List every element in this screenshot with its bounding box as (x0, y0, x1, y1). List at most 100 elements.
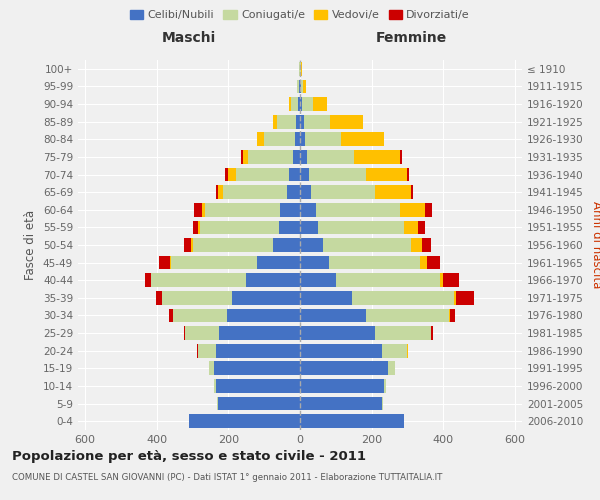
Bar (300, 396, 382, 410)
Bar (302, 80, 306, 94)
Bar (220, 326, 300, 340)
Bar (375, 326, 431, 340)
Bar (216, 379, 300, 393)
Bar (341, 132, 384, 146)
Bar (300, 238, 323, 252)
Bar (427, 256, 440, 270)
Bar (307, 150, 354, 164)
Bar (193, 238, 273, 252)
Bar (214, 379, 216, 393)
Bar (171, 256, 257, 270)
Bar (236, 168, 289, 181)
Bar (300, 150, 307, 164)
Bar (388, 362, 395, 375)
Bar (157, 291, 162, 304)
Bar (273, 238, 300, 252)
Text: Popolazione per età, sesso e stato civile - 2011: Popolazione per età, sesso e stato civil… (12, 450, 366, 463)
Bar (454, 291, 456, 304)
Bar (420, 256, 427, 270)
Bar (227, 308, 300, 322)
Bar (216, 186, 218, 199)
Bar (300, 132, 305, 146)
Bar (184, 326, 185, 340)
Bar (289, 168, 300, 181)
Bar (305, 132, 341, 146)
Bar (248, 150, 293, 164)
Bar (331, 115, 362, 128)
Bar (297, 80, 299, 94)
Bar (411, 186, 413, 199)
Bar (336, 274, 440, 287)
Bar (217, 396, 218, 410)
Bar (302, 97, 313, 111)
Bar (280, 203, 300, 216)
Bar (301, 62, 302, 76)
Bar (329, 256, 420, 270)
Bar (209, 362, 214, 375)
Bar (218, 186, 223, 199)
Bar (145, 274, 151, 287)
Bar (194, 203, 202, 216)
Bar (173, 308, 227, 322)
Bar (216, 344, 300, 358)
Bar (366, 168, 407, 181)
Bar (151, 274, 246, 287)
Bar (257, 256, 300, 270)
Bar (425, 203, 433, 216)
Bar (440, 274, 443, 287)
Bar (300, 168, 309, 181)
Bar (456, 291, 473, 304)
Bar (232, 291, 300, 304)
Bar (229, 168, 236, 181)
Bar (159, 256, 170, 270)
Bar (223, 186, 287, 199)
Bar (289, 97, 291, 111)
Bar (291, 97, 298, 111)
Bar (309, 168, 366, 181)
Bar (273, 115, 277, 128)
Bar (205, 203, 280, 216)
Bar (300, 379, 384, 393)
Bar (218, 396, 300, 410)
Bar (301, 80, 302, 94)
Bar (300, 291, 352, 304)
Bar (225, 168, 229, 181)
Bar (202, 203, 205, 216)
Bar (197, 344, 198, 358)
Text: Maschi: Maschi (162, 31, 216, 45)
Bar (193, 220, 198, 234)
Bar (384, 379, 386, 393)
Bar (241, 150, 243, 164)
Bar (191, 238, 193, 252)
Bar (298, 97, 300, 111)
Bar (449, 308, 455, 322)
Bar (299, 80, 300, 94)
Bar (300, 186, 311, 199)
Bar (304, 115, 331, 128)
Bar (375, 186, 411, 199)
Bar (189, 414, 300, 428)
Bar (300, 308, 366, 322)
Bar (404, 220, 418, 234)
Bar (293, 150, 300, 164)
Bar (264, 132, 295, 146)
Bar (382, 344, 407, 358)
Bar (352, 291, 454, 304)
Bar (408, 344, 409, 358)
Bar (169, 308, 173, 322)
Bar (277, 115, 296, 128)
Bar (200, 220, 278, 234)
Text: COMUNE DI CASTEL SAN GIOVANNI (PC) - Dati ISTAT 1° gennaio 2011 - Elaborazione T: COMUNE DI CASTEL SAN GIOVANNI (PC) - Dat… (12, 472, 442, 482)
Bar (366, 308, 449, 322)
Bar (313, 97, 327, 111)
Bar (185, 326, 220, 340)
Bar (300, 414, 404, 428)
Bar (198, 344, 216, 358)
Bar (300, 115, 304, 128)
Bar (354, 150, 400, 164)
Y-axis label: Fasce di età: Fasce di età (25, 210, 37, 280)
Bar (214, 362, 300, 375)
Bar (318, 220, 404, 234)
Bar (411, 238, 422, 252)
Bar (300, 256, 329, 270)
